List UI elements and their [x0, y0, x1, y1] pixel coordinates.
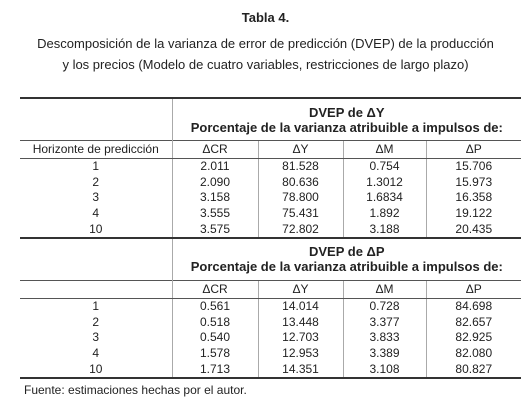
value-cell: 13.448 — [257, 314, 343, 331]
section-header: DVEP de ΔY Porcentaje de la varianza atri… — [171, 97, 522, 141]
horizon-cell: 1 — [92, 299, 100, 314]
value-cell: 3.833 — [342, 330, 426, 346]
data-row: 3 3.158 78.800 1.6834 16.358 — [20, 190, 522, 206]
data-row: 2 0.518 13.448 3.377 82.657 — [20, 314, 522, 331]
value-cell: 14.014 — [257, 298, 343, 315]
data-row: 1 2.011 81.528 0.754 15.706 — [20, 158, 522, 175]
value-cell: 0.561 — [171, 298, 258, 315]
section-title: DVEP de ΔY — [308, 104, 385, 120]
value-cell: 80.636 — [257, 174, 343, 191]
section-header-row: DVEP de ΔY Porcentaje de la varianza atri… — [20, 97, 522, 141]
value-cell: 1.3012 — [342, 174, 426, 191]
data-row: 10 1.713 14.351 3.108 80.827 — [20, 361, 522, 379]
horizon-cell: 10 — [20, 361, 172, 379]
value-cell: 82.925 — [425, 330, 522, 346]
value-cell: 1.713 — [171, 361, 258, 379]
value-cell: 3.555 — [171, 205, 258, 222]
column-header: ΔCR — [171, 140, 258, 159]
value-cell: 1.578 — [171, 345, 258, 362]
column-header: ΔY — [257, 140, 343, 159]
data-row: 4 1.578 12.953 3.389 82.080 — [20, 345, 522, 362]
value-cell: 3.108 — [342, 361, 426, 379]
value-cell: 3.188 — [342, 221, 426, 239]
column-header-row: Horizonte de predicción ΔCR ΔY ΔM ΔP — [20, 140, 522, 159]
table-title: Tabla 4. — [241, 10, 290, 25]
value-cell: 3.377 — [342, 314, 426, 331]
empty-cell — [20, 97, 172, 141]
empty-cell — [20, 279, 172, 299]
value-cell: 0.518 — [171, 314, 258, 331]
value-cell: 15.706 — [425, 158, 522, 175]
value-cell: 3.389 — [342, 345, 426, 362]
value-cell: 82.657 — [425, 314, 522, 331]
empty-cell — [20, 236, 172, 281]
horizon-cell: 2 — [92, 314, 100, 329]
value-cell: 75.431 — [257, 205, 343, 222]
horizon-cell: 4 — [92, 206, 100, 221]
value-cell: 81.528 — [257, 158, 343, 175]
column-header: ΔM — [342, 140, 426, 159]
value-cell: 12.953 — [257, 345, 343, 362]
column-header-row: ΔCR ΔY ΔM ΔP — [20, 279, 522, 299]
column-header: ΔP — [425, 140, 522, 159]
value-cell: 1.892 — [342, 205, 426, 222]
column-header: ΔM — [342, 279, 426, 299]
value-cell: 2.011 — [171, 158, 258, 175]
value-cell: 82.080 — [425, 345, 522, 362]
value-cell: 0.540 — [171, 330, 258, 346]
value-cell: 14.351 — [257, 361, 343, 379]
value-cell: 2.090 — [171, 174, 258, 191]
data-row: 3 0.540 12.703 3.833 82.925 — [20, 330, 522, 346]
value-cell: 20.435 — [425, 221, 522, 239]
data-row: 10 3.575 72.802 3.188 20.435 — [20, 221, 522, 239]
value-cell: 0.754 — [342, 158, 426, 175]
footnote: Fuente: estimaciones hechas por el autor… — [24, 383, 247, 397]
horizon-cell: 10 — [20, 221, 172, 239]
value-cell: 15.973 — [425, 174, 522, 191]
horizon-cell: 3 — [92, 330, 100, 345]
section-subtitle: Porcentaje de la varianza atribuible a i… — [190, 259, 503, 275]
value-cell: 3.158 — [171, 190, 258, 206]
horizon-cell: 2 — [92, 174, 100, 189]
data-row: 1 0.561 14.014 0.728 84.698 — [20, 298, 522, 315]
data-row: 2 2.090 80.636 1.3012 15.973 — [20, 174, 522, 191]
value-cell: 78.800 — [257, 190, 343, 206]
column-header: ΔP — [425, 279, 522, 299]
table: DVEP de ΔY Porcentaje de la varianza atri… — [20, 97, 522, 379]
horizon-cell: 4 — [92, 346, 100, 361]
value-cell: 0.728 — [342, 298, 426, 315]
caption: Descomposición de la varianza de error d… — [37, 36, 494, 51]
caption: y los precios (Modelo de cuatro variable… — [62, 57, 469, 72]
value-cell: 72.802 — [257, 221, 343, 239]
horizon-cell: 1 — [92, 159, 100, 174]
value-cell: 1.6834 — [342, 190, 426, 206]
value-cell: 84.698 — [425, 298, 522, 315]
data-row: 4 3.555 75.431 1.892 19.122 — [20, 205, 522, 222]
section-header: DVEP de ΔP Porcentaje de la varianza atri… — [171, 236, 522, 281]
value-cell: 12.703 — [257, 330, 343, 346]
value-cell: 80.827 — [425, 361, 522, 379]
section-header-row: DVEP de ΔP Porcentaje de la varianza atri… — [20, 236, 522, 281]
column-header: ΔCR — [171, 279, 258, 299]
column-header: ΔY — [257, 279, 343, 299]
value-cell: 3.575 — [171, 221, 258, 239]
section-title: DVEP de ΔP — [308, 244, 385, 260]
horizon-cell: 3 — [92, 190, 100, 205]
section-subtitle: Porcentaje de la varianza atribuible a i… — [190, 119, 503, 135]
value-cell: 19.122 — [425, 205, 522, 222]
row-header: Horizonte de predicción — [20, 140, 172, 159]
value-cell: 16.358 — [425, 190, 522, 206]
